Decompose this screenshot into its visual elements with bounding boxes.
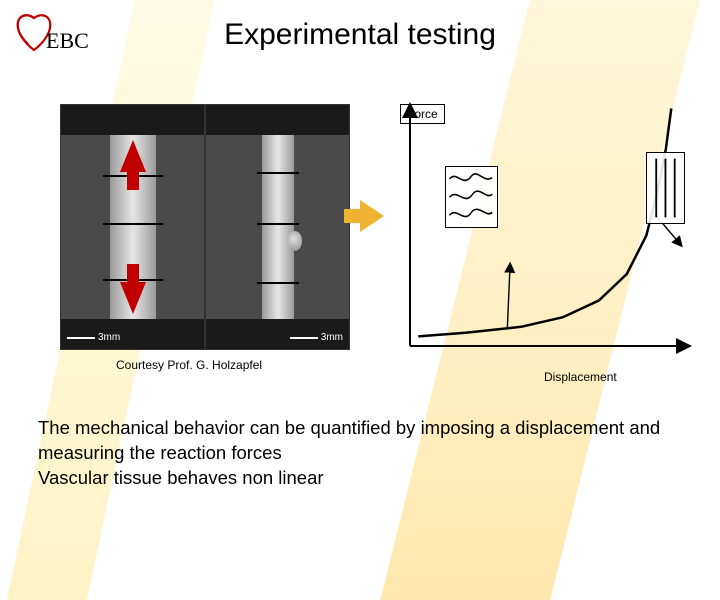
- photo-a: (a) 3mm: [61, 105, 204, 349]
- body-line1: The mechanical behavior can be quantifie…: [38, 416, 682, 466]
- body-text: The mechanical behavior can be quantifie…: [38, 416, 682, 491]
- inset-straight-fibers: [646, 152, 685, 224]
- photo-b: (b) 3mm: [204, 105, 349, 349]
- inset-wavy-fibers: [445, 166, 498, 228]
- scalebar-b: 3mm: [290, 332, 343, 343]
- arrow-up-icon: [120, 140, 146, 172]
- experiment-photos: (a) 3mm (b) 3mm: [60, 104, 350, 350]
- pointer-arrow-icon: [360, 200, 384, 232]
- force-displacement-chart: [396, 100, 694, 358]
- courtesy-text: Courtesy Prof. G. Holzapfel: [116, 358, 262, 372]
- arrow-down-icon: [120, 282, 146, 314]
- page-title: Experimental testing: [0, 18, 720, 52]
- body-line2: Vascular tissue behaves non linear: [38, 466, 682, 491]
- x-axis-label: Displacement: [544, 370, 617, 384]
- scalebar-a: 3mm: [67, 332, 120, 343]
